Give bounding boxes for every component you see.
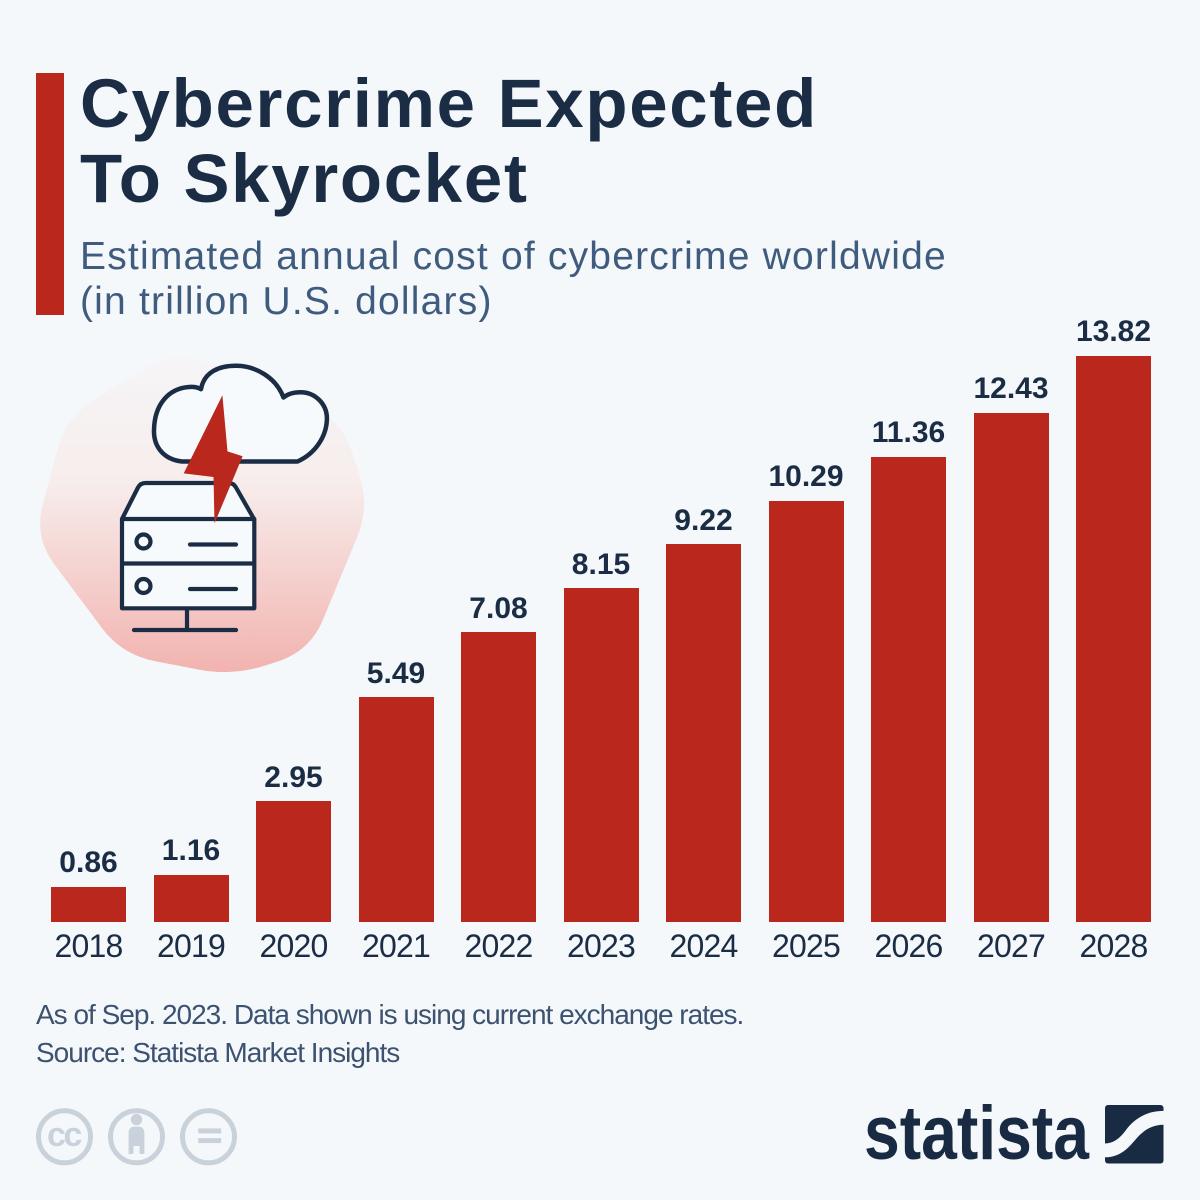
svg-text:statista: statista: [864, 1095, 1090, 1175]
svg-text:cc: cc: [47, 1116, 82, 1154]
